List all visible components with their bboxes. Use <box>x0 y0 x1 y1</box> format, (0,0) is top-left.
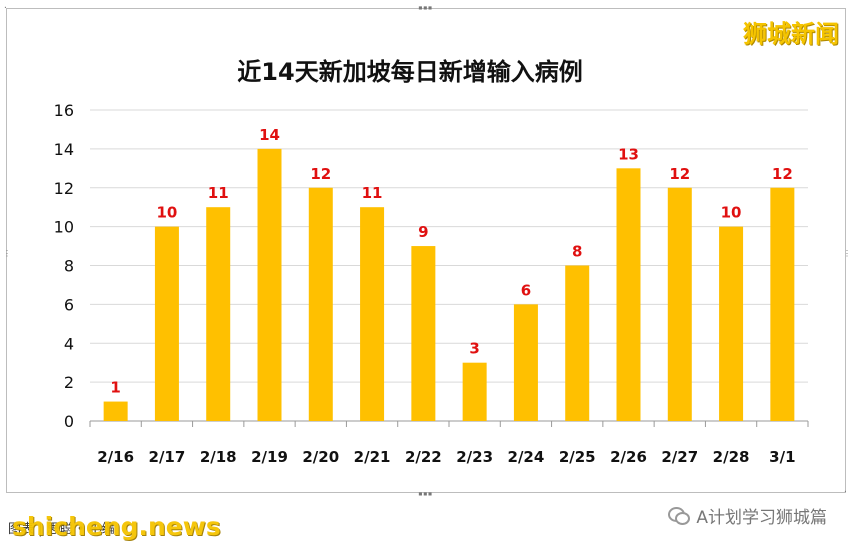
account-credit: A计划学习狮城篇 <box>668 503 827 528</box>
wechat-icon <box>668 507 691 525</box>
bar[interactable] <box>308 187 333 421</box>
x-tick-label: 2/16 <box>97 448 134 466</box>
resize-handle-bottom-right[interactable]: · <box>843 487 848 496</box>
x-tick-label: 2/22 <box>405 448 442 466</box>
bar[interactable] <box>667 187 692 421</box>
bar[interactable] <box>103 401 128 421</box>
data-label: 3 <box>469 340 479 358</box>
resize-handle-top[interactable]: ▪▪▪ <box>418 3 433 12</box>
x-tick-label: 3/1 <box>769 448 795 466</box>
bar[interactable] <box>206 207 231 421</box>
resize-handle-right[interactable]: ⋮ <box>843 249 851 258</box>
x-tick-label: 2/27 <box>661 448 698 466</box>
chart-title: 近14天新加坡每日新增输入病例 <box>237 58 583 86</box>
data-label: 8 <box>572 243 582 261</box>
data-label: 11 <box>208 184 229 202</box>
y-axis: 0 2 4 6 8 10 12 14 16 <box>54 101 74 431</box>
data-label: 14 <box>259 126 280 144</box>
data-label: 9 <box>418 223 428 241</box>
bar[interactable] <box>719 226 744 421</box>
x-axis: 2/16 2/17 2/18 2/19 2/20 2/21 2/22 2/23 2/24 2/25… <box>89 421 809 466</box>
bar[interactable] <box>257 148 282 421</box>
data-label: 12 <box>310 165 331 183</box>
resize-handle-left[interactable]: ⋮ <box>3 249 11 258</box>
bar[interactable] <box>565 265 590 422</box>
data-label: 10 <box>721 204 742 222</box>
data-label: 1 <box>110 379 120 397</box>
bars <box>103 148 795 422</box>
credit-text: 图表 | 思聪 • 小编 <box>8 522 115 537</box>
bar[interactable] <box>616 168 641 421</box>
x-tick-label: 2/20 <box>302 448 339 466</box>
brand-logo: 狮城新闻 <box>743 20 839 48</box>
y-tick-label: 10 <box>54 218 74 237</box>
y-tick-label: 14 <box>54 140 74 159</box>
y-tick-label: 8 <box>64 257 74 276</box>
y-tick-label: 12 <box>54 179 74 198</box>
watermark: shicheng.news <box>12 512 221 541</box>
x-tick-label: 2/26 <box>610 448 647 466</box>
y-tick-label: 4 <box>64 334 74 353</box>
resize-handle-bottom[interactable]: ▪▪▪ <box>418 489 433 498</box>
x-tick-label: 2/17 <box>149 448 186 466</box>
account-name: A计划学习狮城篇 <box>696 508 827 528</box>
data-label: 12 <box>669 165 690 183</box>
y-tick-label: 2 <box>64 373 74 392</box>
data-label: 12 <box>772 165 793 183</box>
data-labels: 1 10 11 14 12 11 9 3 6 8 13 12 10 12 <box>110 126 792 397</box>
x-tick-label: 2/23 <box>456 448 493 466</box>
x-tick-label: 2/28 <box>713 448 750 466</box>
bar[interactable] <box>462 362 487 421</box>
bar[interactable] <box>770 187 795 421</box>
bar[interactable] <box>513 304 538 421</box>
x-tick-label: 2/19 <box>251 448 288 466</box>
resize-handle-top-left[interactable]: · <box>3 3 8 12</box>
data-label: 11 <box>362 184 383 202</box>
data-label: 6 <box>521 281 531 299</box>
bar[interactable] <box>411 246 436 421</box>
y-tick-label: 16 <box>54 101 74 120</box>
x-tick-label: 2/21 <box>354 448 391 466</box>
y-tick-label: 6 <box>64 295 74 314</box>
data-label: 13 <box>618 145 639 163</box>
data-label: 10 <box>156 204 177 222</box>
bar[interactable] <box>360 207 385 421</box>
bar[interactable] <box>154 226 179 421</box>
x-tick-label: 2/24 <box>508 448 545 466</box>
gridlines <box>90 109 808 422</box>
x-tick-label: 2/25 <box>559 448 596 466</box>
y-tick-label: 0 <box>64 412 74 431</box>
x-tick-label: 2/18 <box>200 448 237 466</box>
